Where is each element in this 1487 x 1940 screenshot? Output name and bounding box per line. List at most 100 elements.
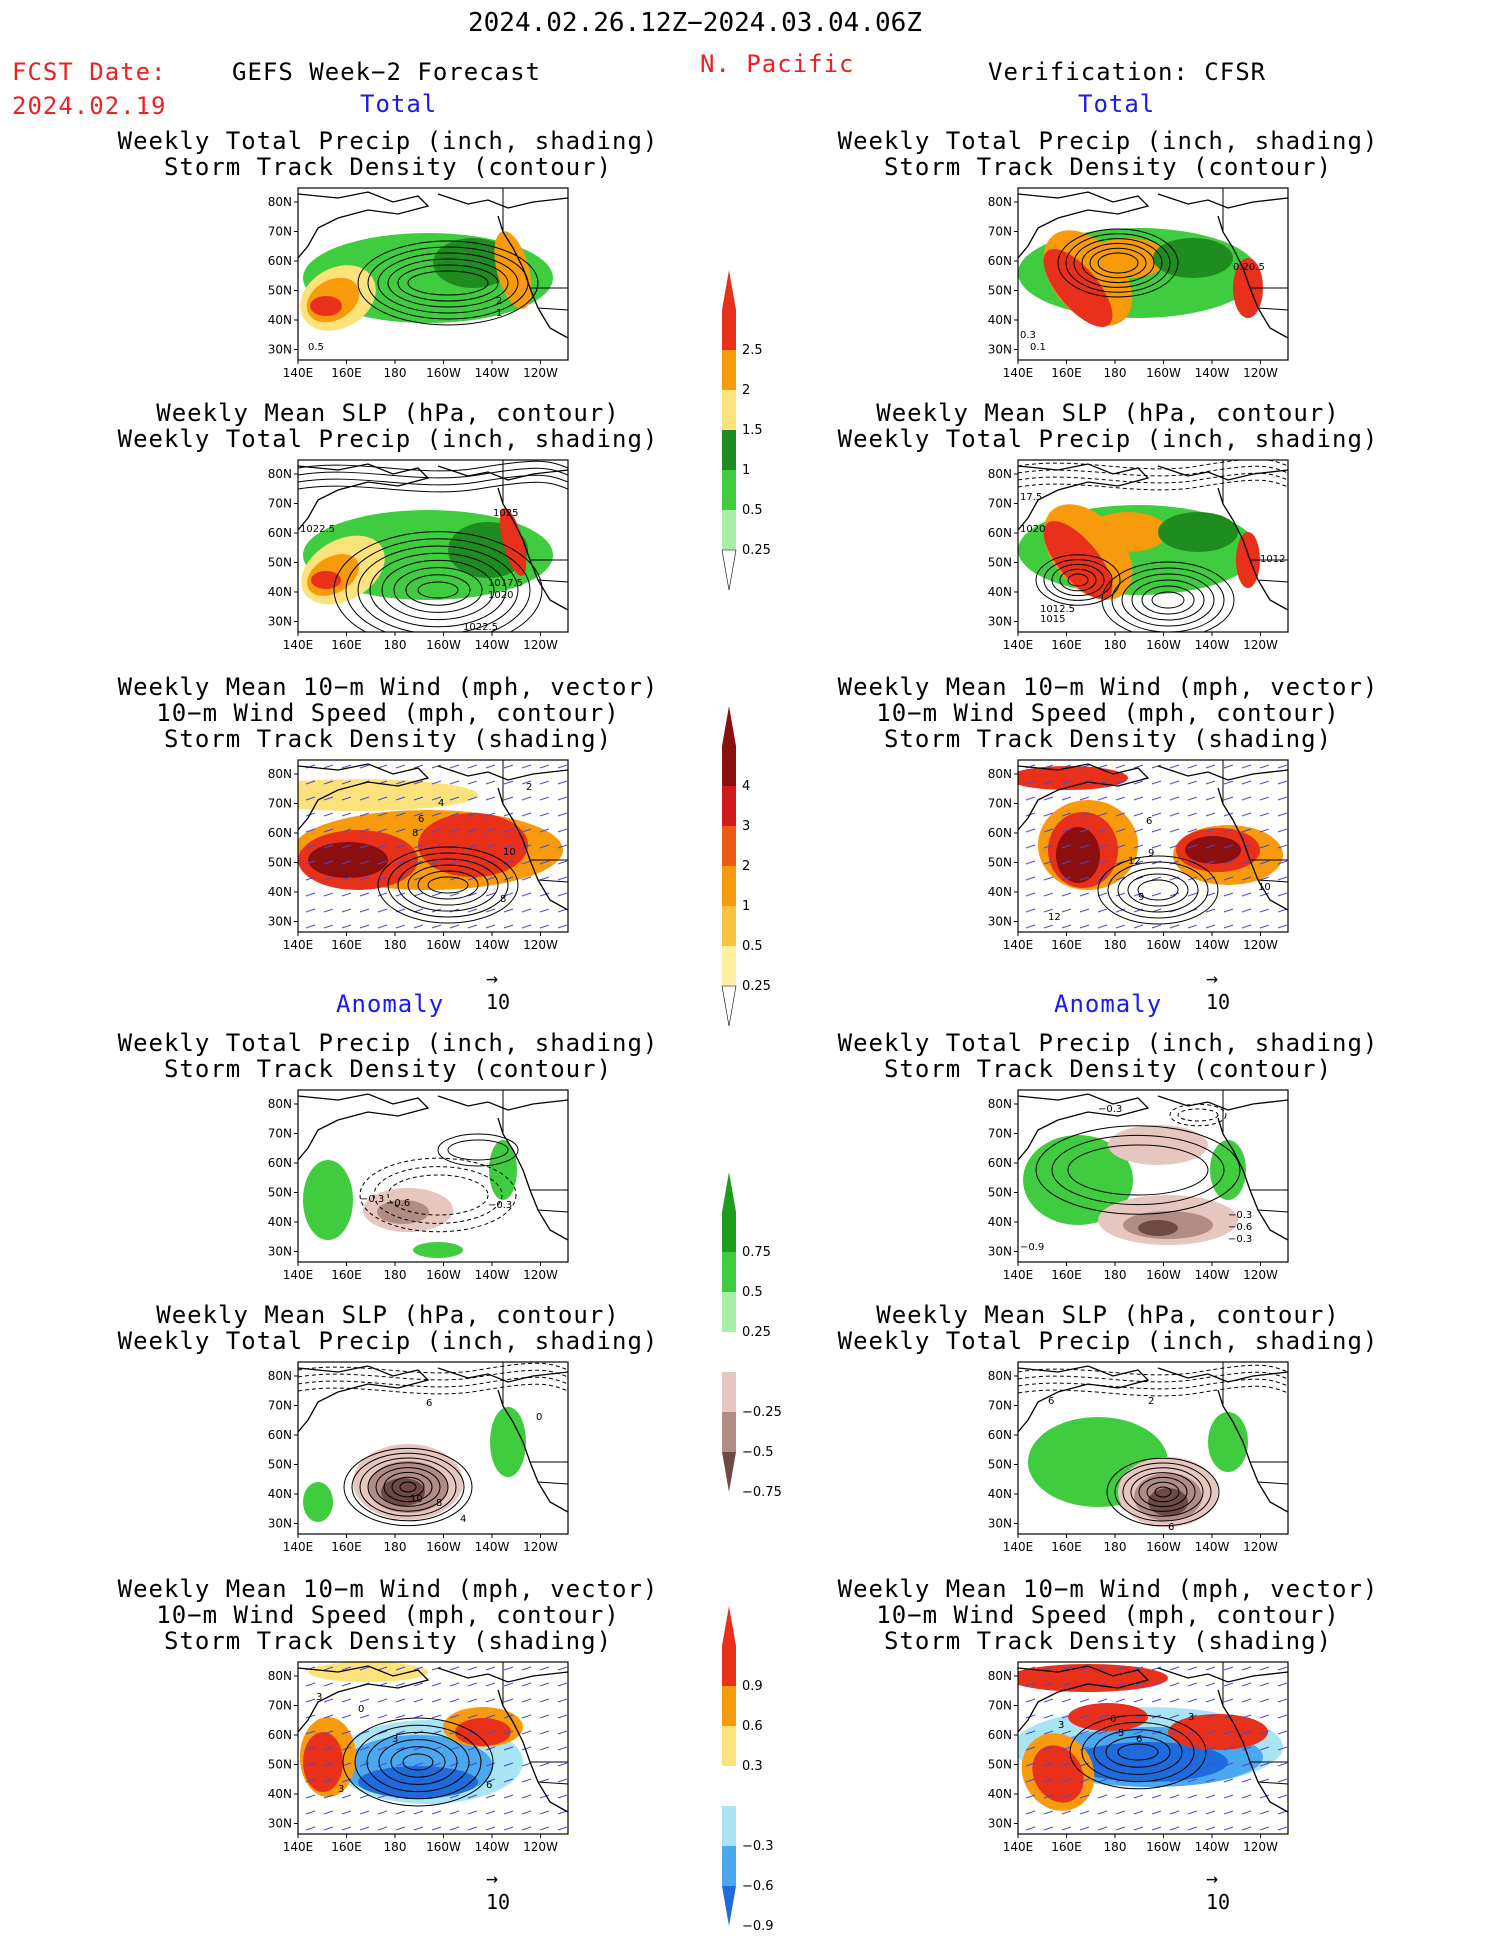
wind-vector <box>413 1794 424 1799</box>
contour-line <box>375 1467 441 1507</box>
wind-vector <box>467 1714 478 1719</box>
wind-vector <box>449 1682 460 1687</box>
coastline-alaska <box>1157 1095 1288 1111</box>
lon-tick-label: 160W <box>426 1540 461 1554</box>
lon-tick-label: 160W <box>1146 1540 1181 1554</box>
contour-line <box>390 1746 446 1778</box>
lon-tick-label: 180 <box>1104 938 1127 952</box>
wind-vector <box>449 1762 460 1767</box>
wind-vector <box>503 764 514 769</box>
lon-tick-label: 160E <box>331 1268 362 1282</box>
wind-vector <box>1061 1746 1072 1751</box>
wind-vector <box>1115 1810 1126 1815</box>
contour-label: 0.1 <box>1030 342 1046 353</box>
wind-vector <box>1115 828 1126 833</box>
wind-vector <box>1115 1730 1126 1735</box>
wind-vector <box>305 908 316 913</box>
map-svg: 0.20.5 0.30.1 80N 70N 60N 50N 40N 30N 140E 160E 18… <box>988 187 1289 380</box>
wind-vector <box>1187 780 1198 785</box>
wind-vector <box>1061 860 1072 865</box>
wind-vector <box>323 860 334 865</box>
lat-tick-label: 50N <box>268 1758 292 1772</box>
lon-tick-label: 160W <box>426 1268 461 1282</box>
wind-vector <box>539 1730 550 1735</box>
wind-vector <box>323 796 334 801</box>
wind-vector <box>1277 908 1288 913</box>
wind-vector <box>1205 1746 1216 1751</box>
wind-vector <box>503 1826 514 1831</box>
lon-tick-label: 180 <box>384 1268 407 1282</box>
wind-vector <box>1205 1682 1216 1687</box>
contour-line <box>357 240 539 326</box>
lon-tick-label: 140W <box>475 1268 510 1282</box>
shading-blob <box>1208 1412 1248 1472</box>
wind-vector <box>1277 1698 1288 1703</box>
shading-blob <box>1210 1140 1246 1200</box>
wind-vector <box>1097 1762 1108 1767</box>
wind-vector <box>323 1666 334 1671</box>
lat-tick-label: 30N <box>988 615 1012 629</box>
wind-vector <box>1151 1682 1162 1687</box>
lat-tick-label: 30N <box>988 1245 1012 1259</box>
wind-vector <box>521 1746 532 1751</box>
contour-line <box>1093 1729 1183 1775</box>
wind-vector <box>1151 1698 1162 1703</box>
lat-tick-label: 70N <box>268 497 292 511</box>
wind-vector <box>413 1682 424 1687</box>
wind-vector <box>1151 924 1162 929</box>
lon-tick-label: 140W <box>1195 1268 1230 1282</box>
contour-label: 12 <box>1048 912 1061 923</box>
wind-vector <box>1097 1746 1108 1751</box>
wind-vector <box>1259 1746 1270 1751</box>
wind-vector <box>557 1778 568 1783</box>
wind-vector <box>1151 844 1162 849</box>
colorbar-cap <box>722 1172 736 1212</box>
lon-tick-label: 160E <box>331 1540 362 1554</box>
wind-vector <box>1169 812 1180 817</box>
wind-vector <box>1205 1730 1216 1735</box>
wind-vector <box>1187 1730 1198 1735</box>
lat-tick-label: 50N <box>988 1758 1012 1772</box>
wind-vector <box>1241 1810 1252 1815</box>
lat-tick-label: 80N <box>988 467 1012 481</box>
wind-vector <box>485 1682 496 1687</box>
colorbar-label: 1.5 <box>742 423 763 438</box>
wind-vector <box>1241 1698 1252 1703</box>
contour-line <box>369 552 507 628</box>
wind-vector <box>449 892 460 897</box>
colorbar-cap <box>721 985 737 1027</box>
wind-vector <box>1043 1778 1054 1783</box>
title-f-anom-precip: Weekly Total Precip (inch, shading) Storm… <box>117 1029 659 1083</box>
wind-vector <box>449 780 460 785</box>
lat-tick-label: 40N <box>988 1215 1012 1229</box>
contour-label: 17.5 <box>1020 492 1042 503</box>
wind-vector <box>377 844 388 849</box>
contour-label: 3 <box>1188 1712 1194 1723</box>
wind-vector <box>1061 812 1072 817</box>
contour-label: 10 <box>503 847 516 858</box>
wind-vector <box>1097 1714 1108 1719</box>
border-line <box>530 1189 568 1213</box>
wind-vector <box>1079 1810 1090 1815</box>
wind-vector <box>413 860 424 865</box>
wind-vector <box>449 1810 460 1815</box>
wind-vector <box>1043 1698 1054 1703</box>
border-line <box>530 287 568 311</box>
colorbar-segment <box>722 430 736 470</box>
map-verification-total-slp: 17.5 1020 1012 1012.5 1015 80N 70N 60N 50N 40N 30N… <box>978 459 1289 662</box>
lat-tick-label: 30N <box>268 1817 292 1831</box>
wind-vector <box>413 1698 424 1703</box>
wind-vector <box>485 892 496 897</box>
wind-vector <box>1061 828 1072 833</box>
map-svg: 3 0 3 6 3 80N 70N 60N 50N 40N 30N 140E 160E 180 160W 14… <box>268 1661 569 1854</box>
wind-vector <box>395 796 406 801</box>
lat-tick-label: 40N <box>268 1215 292 1229</box>
wind-vector <box>1061 908 1072 913</box>
wind-vector <box>1223 764 1234 769</box>
contour-label: 2 <box>496 296 502 307</box>
shading-blob <box>489 1140 517 1200</box>
wind-vector <box>341 908 352 913</box>
wind-vector <box>557 844 568 849</box>
colorbar-label: −0.9 <box>742 1919 774 1934</box>
lon-tick-label: 160E <box>331 638 362 652</box>
